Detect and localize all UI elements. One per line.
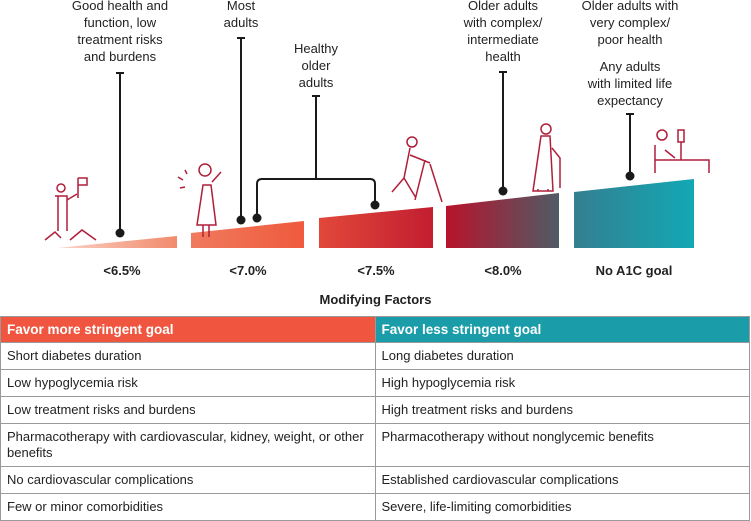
category-label-4: Older adults with complex/ intermediate … (463, 0, 543, 64)
cell-less-stringent: Severe, life-limiting comorbidities (374, 493, 750, 521)
pin-2 (237, 37, 245, 220)
cell-less-stringent: Established cardiovascular complications (374, 466, 750, 494)
cell-less-stringent: High treatment risks and burdens (374, 396, 750, 424)
ramp-segment-4 (446, 193, 559, 248)
ramp-segment-3 (319, 207, 433, 248)
pin-5 (626, 113, 634, 176)
walker-poles-icon (391, 136, 443, 203)
cell-stringent: Short diabetes duration (0, 342, 376, 370)
ramp-diagram (44, 37, 710, 248)
category-label-5b: Any adults with limited life expectancy (587, 59, 673, 108)
table-row: Few or minor comorbidities Severe, life-l… (0, 493, 750, 521)
category-label-3: Healthy older adults (293, 41, 339, 90)
ramp-segment-2 (191, 221, 304, 248)
climber-flag-icon (44, 177, 97, 241)
table-row: Low treatment risks and burdens High trea… (0, 396, 750, 424)
cell-stringent: Low hypoglycemia risk (0, 369, 376, 397)
pin-4 (499, 71, 507, 191)
waving-woman-icon (177, 163, 222, 237)
pin-3-bracket (256, 95, 376, 217)
goal-label-4: <8.0% (484, 263, 522, 278)
header-less-stringent: Favor less stringent goal (374, 316, 750, 343)
category-label-2: Most adults (223, 0, 259, 30)
goal-label-2: <7.0% (229, 263, 267, 278)
table-row: Short diabetes duration Long diabetes dur… (0, 342, 750, 370)
goal-label-3: <7.5% (357, 263, 395, 278)
category-label-5: Older adults with very complex/ poor hea… (581, 0, 679, 47)
cell-stringent: Pharmacotherapy with cardiovascular, kid… (0, 423, 376, 467)
goal-label-1: <6.5% (103, 263, 141, 278)
cell-stringent: Low treatment risks and burdens (0, 396, 376, 424)
cell-less-stringent: Long diabetes duration (374, 342, 750, 370)
cell-less-stringent: Pharmacotherapy without nonglycemic bene… (374, 423, 750, 467)
category-label-1: Good health and function, low treatment … (71, 0, 169, 64)
cell-stringent: Few or minor comorbidities (0, 493, 376, 521)
ramp-segment-5 (574, 179, 694, 248)
table-row: Pharmacotherapy with cardiovascular, kid… (0, 423, 750, 467)
table-row: No cardiovascular complications Establish… (0, 466, 750, 494)
table-row: Low hypoglycemia risk High hypoglycemia r… (0, 369, 750, 397)
modifying-factors-title: Modifying Factors (319, 292, 432, 307)
pin-1 (116, 72, 124, 233)
cell-stringent: No cardiovascular complications (0, 466, 376, 494)
header-more-stringent: Favor more stringent goal (0, 316, 376, 343)
goal-label-5: No A1C goal (595, 263, 673, 278)
elderly-cane-icon (532, 123, 561, 192)
hospital-bed-icon (654, 129, 710, 173)
cell-less-stringent: High hypoglycemia risk (374, 369, 750, 397)
modifying-factors-table: Favor more stringent goal Favor less str… (0, 316, 750, 521)
ramp-segment-1 (57, 236, 177, 248)
